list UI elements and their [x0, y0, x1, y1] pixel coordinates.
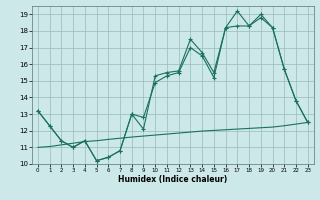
X-axis label: Humidex (Indice chaleur): Humidex (Indice chaleur)	[118, 175, 228, 184]
